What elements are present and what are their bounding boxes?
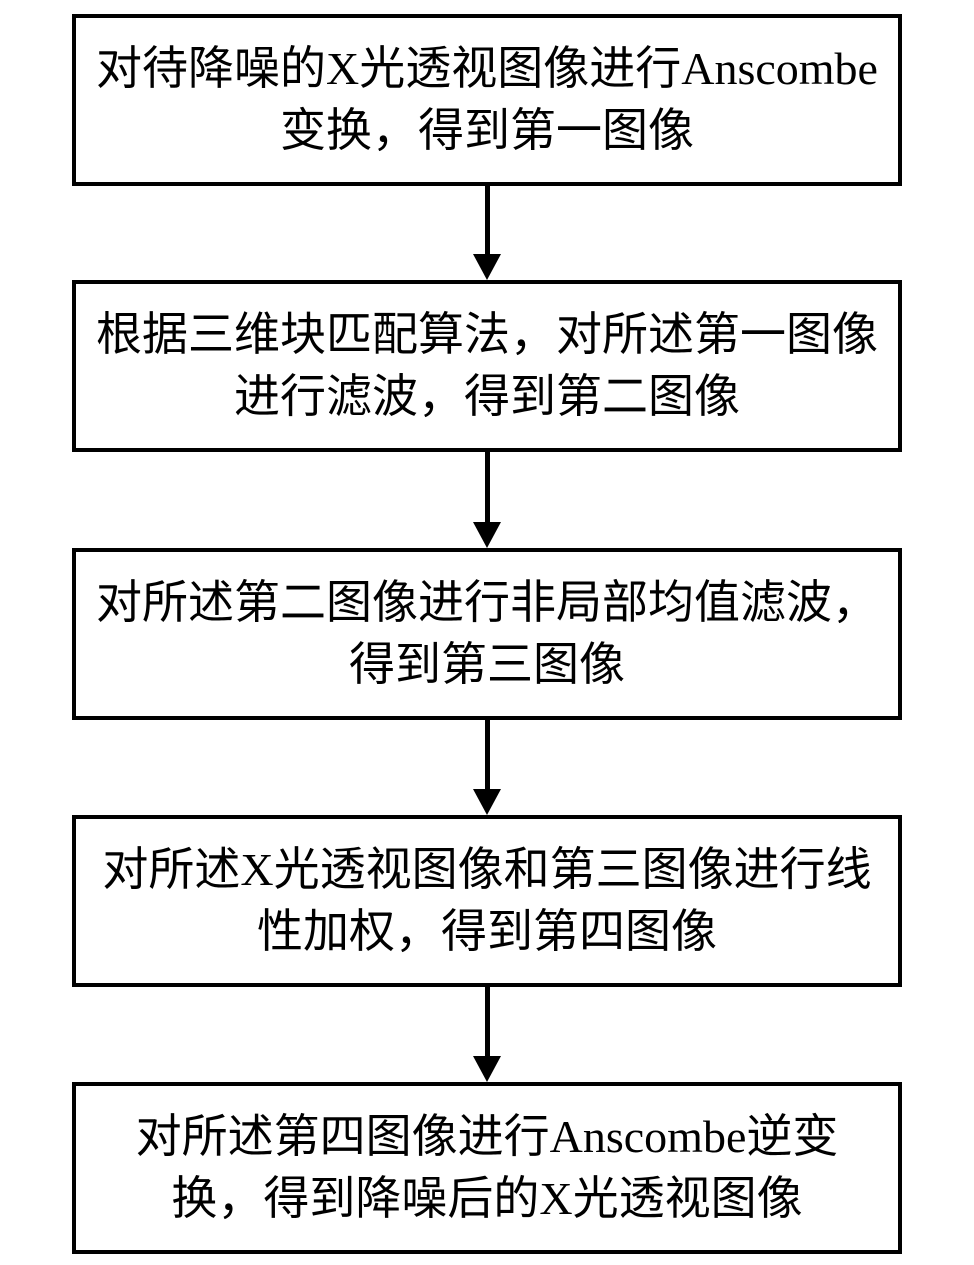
flow-node-label: 对所述X光透视图像和第三图像进行线性加权，得到第四图像 bbox=[94, 839, 880, 963]
flow-edge-arrowhead bbox=[473, 789, 501, 815]
flow-edge-arrowhead bbox=[473, 522, 501, 548]
flow-node-n2: 根据三维块匹配算法，对所述第一图像进行滤波，得到第二图像 bbox=[72, 280, 902, 452]
flow-edge-line bbox=[485, 452, 490, 522]
flow-node-n3: 对所述第二图像进行非局部均值滤波，得到第三图像 bbox=[72, 548, 902, 720]
flow-edge-line bbox=[485, 987, 490, 1056]
flow-node-label: 对所述第二图像进行非局部均值滤波，得到第三图像 bbox=[94, 572, 880, 696]
flowchart-canvas: 对待降噪的X光透视图像进行Anscombe变换，得到第一图像根据三维块匹配算法，… bbox=[0, 0, 974, 1265]
flow-node-label: 对所述第四图像进行Anscombe逆变换，得到降噪后的X光透视图像 bbox=[94, 1106, 880, 1230]
flow-node-n5: 对所述第四图像进行Anscombe逆变换，得到降噪后的X光透视图像 bbox=[72, 1082, 902, 1254]
flow-edge-arrowhead bbox=[473, 1056, 501, 1082]
flow-edge-arrowhead bbox=[473, 254, 501, 280]
flow-edge-line bbox=[485, 720, 490, 789]
flow-node-label: 根据三维块匹配算法，对所述第一图像进行滤波，得到第二图像 bbox=[94, 304, 880, 428]
flow-node-n4: 对所述X光透视图像和第三图像进行线性加权，得到第四图像 bbox=[72, 815, 902, 987]
flow-node-n1: 对待降噪的X光透视图像进行Anscombe变换，得到第一图像 bbox=[72, 14, 902, 186]
flow-node-label: 对待降噪的X光透视图像进行Anscombe变换，得到第一图像 bbox=[94, 38, 880, 162]
flow-edge-line bbox=[485, 186, 490, 254]
